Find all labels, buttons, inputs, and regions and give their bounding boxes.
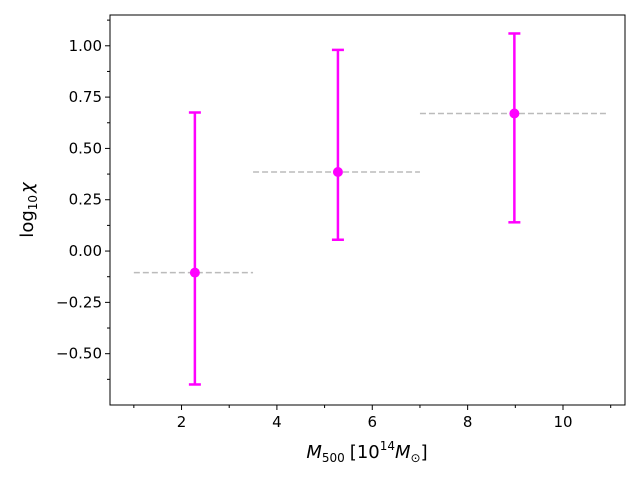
ticks: 2 4 6 8 10 −0.50 −0.25 0.00 0.25 0.50 0.75 1.00 [56, 19, 612, 431]
y-tick-label: 0.75 [69, 88, 102, 106]
y-tick-label: 0.25 [69, 191, 102, 209]
y-axis-label: log10χ [17, 181, 40, 238]
plot-frame [109, 14, 626, 406]
x-axis-label: M500 [1014M⊙] [306, 439, 427, 465]
x-tick-label: 4 [272, 413, 282, 431]
y-tick-label: 0.00 [69, 242, 102, 260]
x-tick-label: 10 [553, 413, 572, 431]
y-tick-label: −0.25 [56, 293, 102, 311]
x-tick-label: 2 [177, 413, 187, 431]
y-tick-label: 1.00 [69, 37, 102, 55]
x-tick-label: 8 [463, 413, 473, 431]
y-tick-label: 0.50 [69, 139, 102, 157]
data-point [509, 108, 520, 119]
y-tick-label: −0.50 [56, 345, 102, 363]
data-point [332, 167, 343, 178]
data-point [189, 267, 200, 278]
x-tick-label: 6 [367, 413, 377, 431]
plot-content [133, 32, 606, 386]
